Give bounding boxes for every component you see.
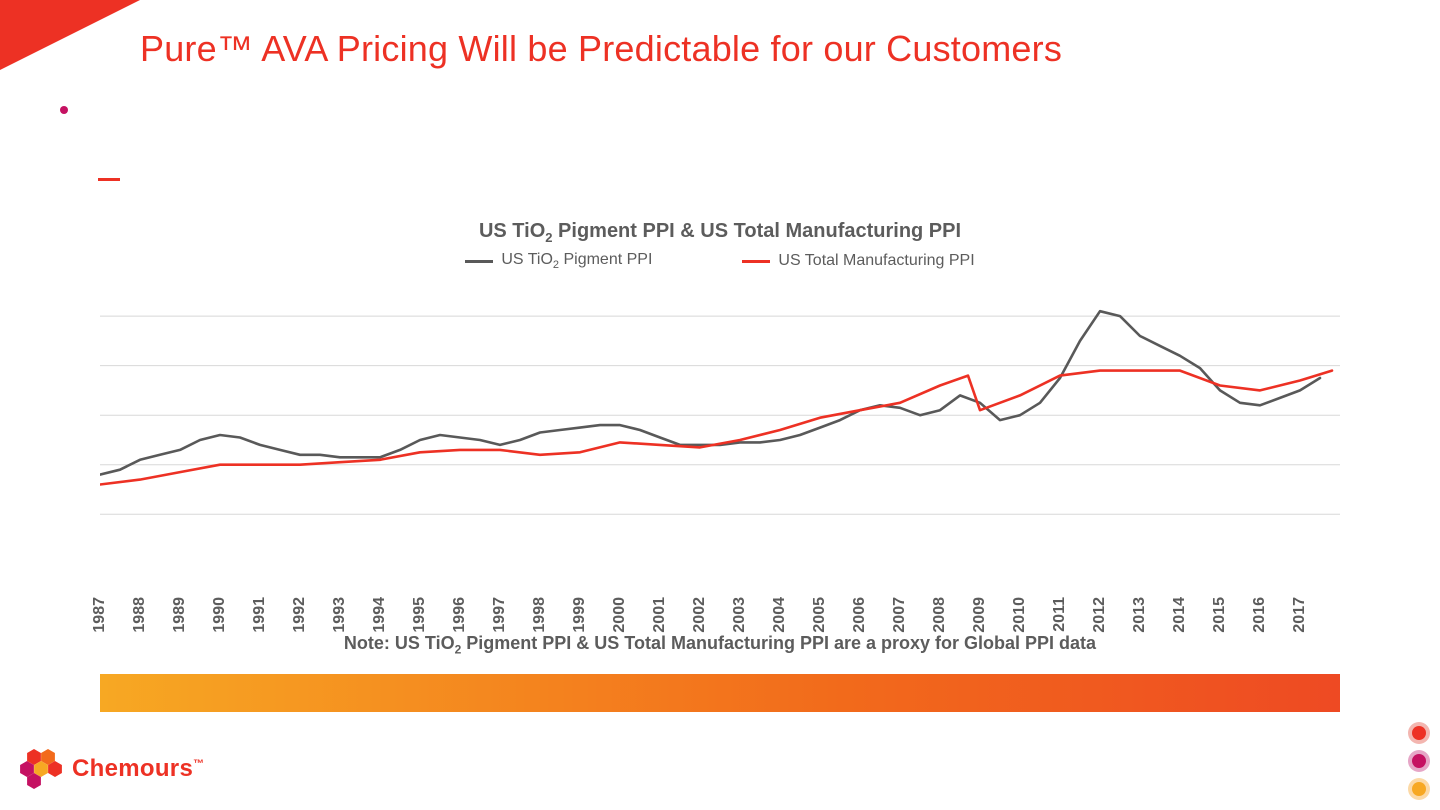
decor-dot [1408,722,1430,744]
x-tick-label: 1997 [491,597,509,633]
series-line [100,311,1320,474]
legend-item: US Total Manufacturing PPI [742,251,974,271]
decor-dot [1408,750,1430,772]
x-tick-label: 1994 [371,597,389,633]
brand-logo: Chemours™ [20,748,204,790]
chart-legend: US TiO2 Pigment PPI US Total Manufacturin… [100,251,1340,271]
chart-title: US TiO2 Pigment PPI & US Total Manufactu… [100,220,1340,245]
x-tick-label: 1990 [211,597,229,633]
bullet-dash [98,178,120,181]
chart-plot [100,279,1340,539]
page-title: Pure™ AVA Pricing Will be Predictable fo… [140,28,1062,70]
logo-text: Chemours™ [72,755,204,783]
x-tick-label: 1993 [331,597,349,633]
x-tick-label: 2008 [931,597,949,633]
x-tick-label: 1991 [251,597,269,633]
corner-accent [0,0,140,70]
series-line [100,371,1332,485]
x-tick-label: 2015 [1211,597,1229,633]
x-tick-label: 1989 [171,597,189,633]
x-tick-label: 1996 [451,597,469,633]
x-tick-label: 2013 [1131,597,1149,633]
x-tick-label: 1988 [131,597,149,633]
x-tick-label: 1999 [571,597,589,633]
x-tick-label: 2009 [971,597,989,633]
x-tick-label: 2003 [731,597,749,633]
x-tick-label: 2006 [851,597,869,633]
x-tick-label: 1998 [531,597,549,633]
decor-dot [1408,778,1430,800]
chart-note: Note: US TiO2 Pigment PPI & US Total Man… [100,633,1340,657]
x-tick-label: 2010 [1011,597,1029,633]
x-tick-label: 2002 [691,597,709,633]
x-tick-label: 2014 [1171,597,1189,633]
logo-mark-icon [20,748,62,790]
accent-bar [100,674,1340,712]
decor-hex-stack [1408,716,1430,800]
x-tick-label: 1992 [291,597,309,633]
chart-container: US TiO2 Pigment PPI & US Total Manufactu… [100,220,1340,657]
x-tick-label: 1995 [411,597,429,633]
x-tick-label: 2017 [1291,597,1309,633]
chart-x-axis: 1987198819891990199119921993199419951996… [100,539,1340,609]
x-tick-label: 2001 [651,597,669,633]
x-tick-label: 2016 [1251,597,1269,633]
x-tick-label: 2012 [1091,597,1109,633]
legend-item: US TiO2 Pigment PPI [465,251,652,271]
bullet-dot [60,106,68,114]
x-tick-label: 2007 [891,597,909,633]
x-tick-label: 2004 [771,597,789,633]
x-tick-label: 2011 [1051,597,1069,632]
x-tick-label: 1987 [91,597,109,633]
x-tick-label: 2005 [811,597,829,633]
x-tick-label: 2000 [611,597,629,633]
